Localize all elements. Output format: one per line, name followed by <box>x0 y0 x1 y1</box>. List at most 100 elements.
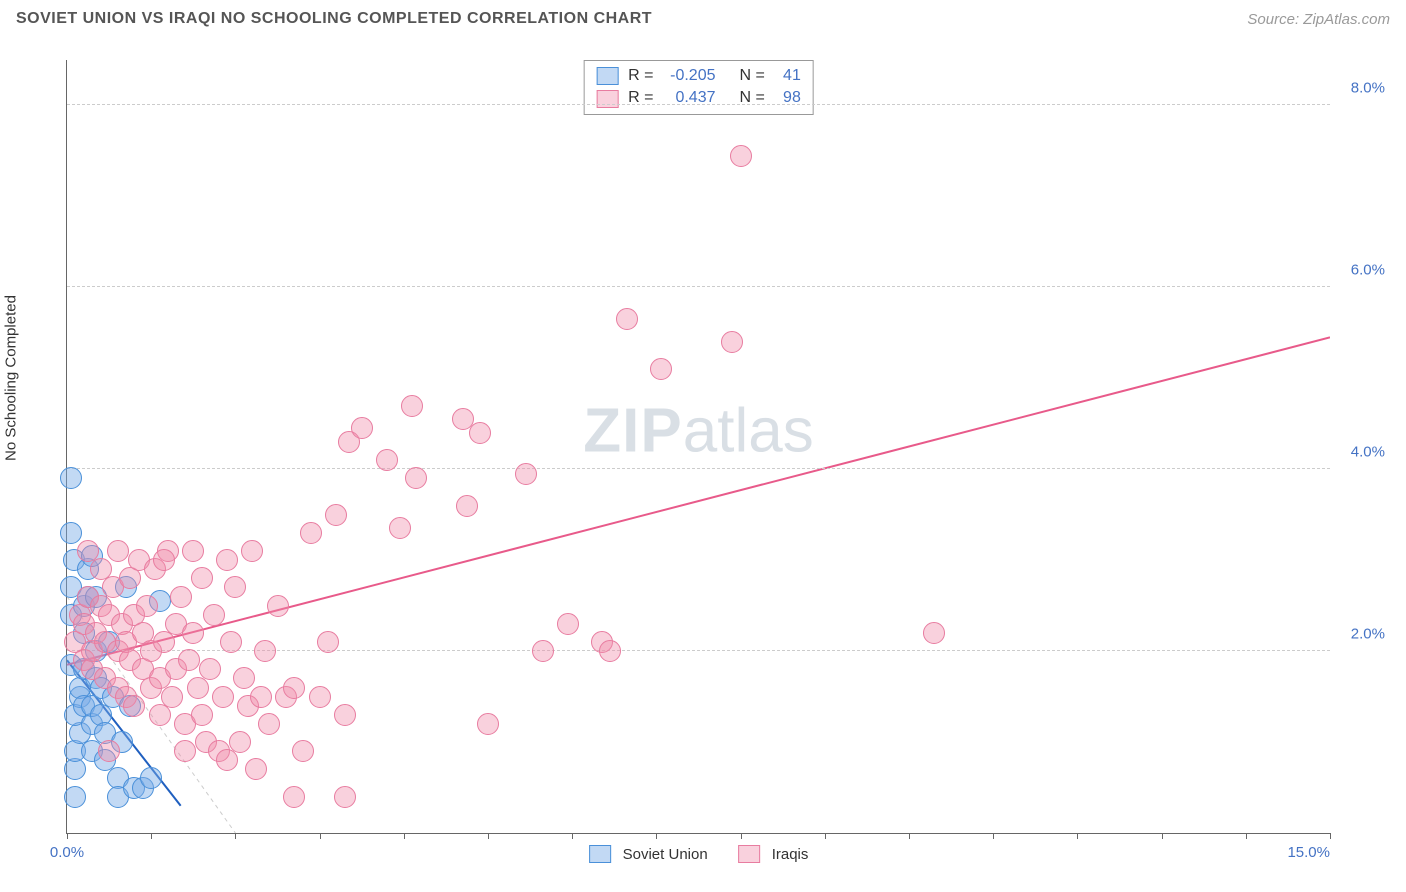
x-tick-mark <box>1246 833 1247 839</box>
data-point <box>405 467 427 489</box>
data-point <box>229 731 251 753</box>
data-point <box>730 145 752 167</box>
stats-legend-row: R = 0.437 N = 98 <box>596 87 801 109</box>
data-point <box>182 622 204 644</box>
plot-area: ZIPatlas R =-0.205N =41R =0.437N =98 Sov… <box>66 60 1330 834</box>
data-point <box>187 677 209 699</box>
chart-title: SOVIET UNION VS IRAQI NO SCHOOLING COMPL… <box>16 10 652 28</box>
data-point <box>334 786 356 808</box>
data-point <box>389 517 411 539</box>
x-tick-mark <box>741 833 742 839</box>
n-label: N = <box>740 87 765 109</box>
data-point <box>140 767 162 789</box>
watermark-zip: ZIP <box>583 397 682 466</box>
r-value: 0.437 <box>660 87 716 109</box>
data-point <box>254 640 276 662</box>
data-point <box>199 658 221 680</box>
data-point <box>317 631 339 653</box>
stats-legend-box: R = -0.205 N = 41 R = 0.437 N = 98 <box>583 60 814 115</box>
legend-label: Iraqis <box>772 846 809 863</box>
data-point <box>60 467 82 489</box>
r-value: -0.205 <box>660 65 716 87</box>
bottom-legend: Soviet Union Iraqis <box>589 845 809 863</box>
data-point <box>149 704 171 726</box>
chart-container: No Schooling Completed ZIPatlas R =-0.20… <box>16 40 1390 882</box>
data-point <box>178 649 200 671</box>
data-point <box>216 749 238 771</box>
data-point <box>153 549 175 571</box>
source-prefix: Source: <box>1247 11 1303 28</box>
watermark-atlas: atlas <box>683 397 814 466</box>
data-point <box>267 595 289 617</box>
data-point <box>599 640 621 662</box>
x-tick-mark <box>909 833 910 839</box>
x-tick-label: 15.0% <box>1287 844 1330 861</box>
x-tick-mark <box>235 833 236 839</box>
data-point <box>241 540 263 562</box>
data-point <box>153 631 175 653</box>
data-point <box>191 704 213 726</box>
x-tick-mark <box>67 833 68 839</box>
x-tick-mark <box>1077 833 1078 839</box>
n-value: 41 <box>771 65 801 87</box>
watermark: ZIPatlas <box>583 396 813 467</box>
x-tick-label: 0.0% <box>50 844 84 861</box>
data-point <box>123 695 145 717</box>
data-point <box>477 713 499 735</box>
data-point <box>721 331 743 353</box>
x-tick-mark <box>825 833 826 839</box>
source-name: ZipAtlas.com <box>1303 11 1390 28</box>
gridline-h <box>67 468 1330 469</box>
data-point <box>557 613 579 635</box>
data-point <box>258 713 280 735</box>
data-point <box>107 540 129 562</box>
trend-lines-layer <box>67 60 1330 833</box>
x-tick-mark <box>320 833 321 839</box>
data-point <box>283 786 305 808</box>
data-point <box>64 786 86 808</box>
data-point <box>650 358 672 380</box>
data-point <box>182 540 204 562</box>
r-label: R = <box>628 65 653 87</box>
bottom-legend-item: Soviet Union <box>589 845 708 863</box>
x-tick-mark <box>656 833 657 839</box>
data-point <box>77 540 99 562</box>
data-point <box>245 758 267 780</box>
y-tick-label: 4.0% <box>1351 444 1385 461</box>
data-point <box>60 522 82 544</box>
gridline-h <box>67 286 1330 287</box>
data-point <box>174 740 196 762</box>
data-point <box>456 495 478 517</box>
y-tick-label: 6.0% <box>1351 262 1385 279</box>
data-point <box>191 567 213 589</box>
data-point <box>401 395 423 417</box>
data-point <box>376 449 398 471</box>
legend-swatch <box>589 845 611 863</box>
x-tick-mark <box>572 833 573 839</box>
x-tick-mark <box>993 833 994 839</box>
data-point <box>515 463 537 485</box>
n-value: 98 <box>771 87 801 109</box>
legend-swatch <box>596 67 618 85</box>
bottom-legend-item: Iraqis <box>738 845 809 863</box>
n-label: N = <box>740 65 765 87</box>
data-point <box>923 622 945 644</box>
data-point <box>170 586 192 608</box>
chart-header: SOVIET UNION VS IRAQI NO SCHOOLING COMPL… <box>0 0 1406 34</box>
y-tick-label: 2.0% <box>1351 626 1385 643</box>
data-point <box>161 686 183 708</box>
r-label: R = <box>628 87 653 109</box>
gridline-h <box>67 104 1330 105</box>
data-point <box>224 576 246 598</box>
data-point <box>469 422 491 444</box>
data-point <box>532 640 554 662</box>
data-point <box>616 308 638 330</box>
source-attribution: Source: ZipAtlas.com <box>1247 11 1390 28</box>
y-axis-label: No Schooling Completed <box>3 295 20 461</box>
data-point <box>250 686 272 708</box>
data-point <box>334 704 356 726</box>
data-point <box>351 417 373 439</box>
data-point <box>212 686 234 708</box>
x-tick-mark <box>404 833 405 839</box>
x-tick-mark <box>488 833 489 839</box>
